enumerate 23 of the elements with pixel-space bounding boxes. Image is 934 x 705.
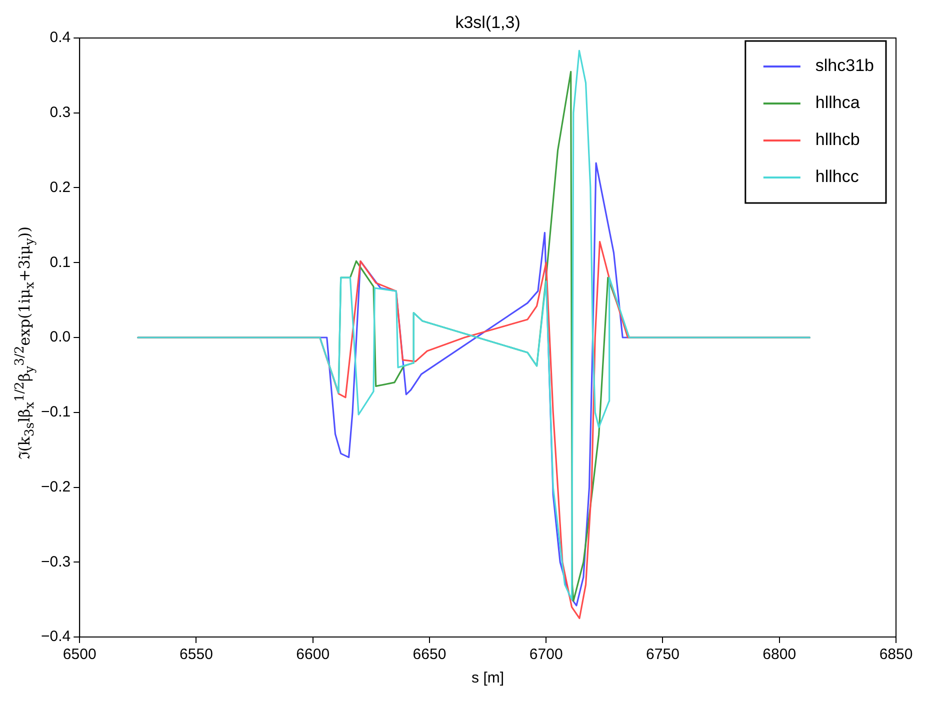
y-tick-label: 0.3 <box>50 104 71 122</box>
x-tick-label: 6800 <box>762 646 796 664</box>
x-tick-label: 6700 <box>529 646 563 664</box>
y-tick-label: −0.3 <box>40 553 71 570</box>
x-tick-label: 6850 <box>879 646 913 664</box>
chart-title: k3sl(1,3) <box>455 13 520 32</box>
x-tick-label: 6550 <box>180 646 213 664</box>
y-tick-label: −0.2 <box>40 478 71 496</box>
y-tick-label: 0.0 <box>50 328 71 346</box>
legend-label: hllhcc <box>815 167 860 186</box>
x-tick-label: 6500 <box>62 646 96 664</box>
y-tick-label: 0.2 <box>50 178 71 196</box>
x-tick-label: 6750 <box>646 646 680 664</box>
y-tick-label: −0.4 <box>40 628 71 646</box>
legend-label: hllhca <box>815 93 860 112</box>
legend-label: slhc31b <box>815 56 874 76</box>
y-tick-label: 0.1 <box>50 254 71 271</box>
legend-label: hllhcb <box>815 130 860 150</box>
x-tick-label: 6650 <box>412 646 446 664</box>
y-tick-label: 0.4 <box>50 29 71 46</box>
x-tick-label: 6600 <box>296 646 330 664</box>
y-tick-label: −0.1 <box>40 404 71 421</box>
x-axis-title: s [m] <box>472 670 504 687</box>
